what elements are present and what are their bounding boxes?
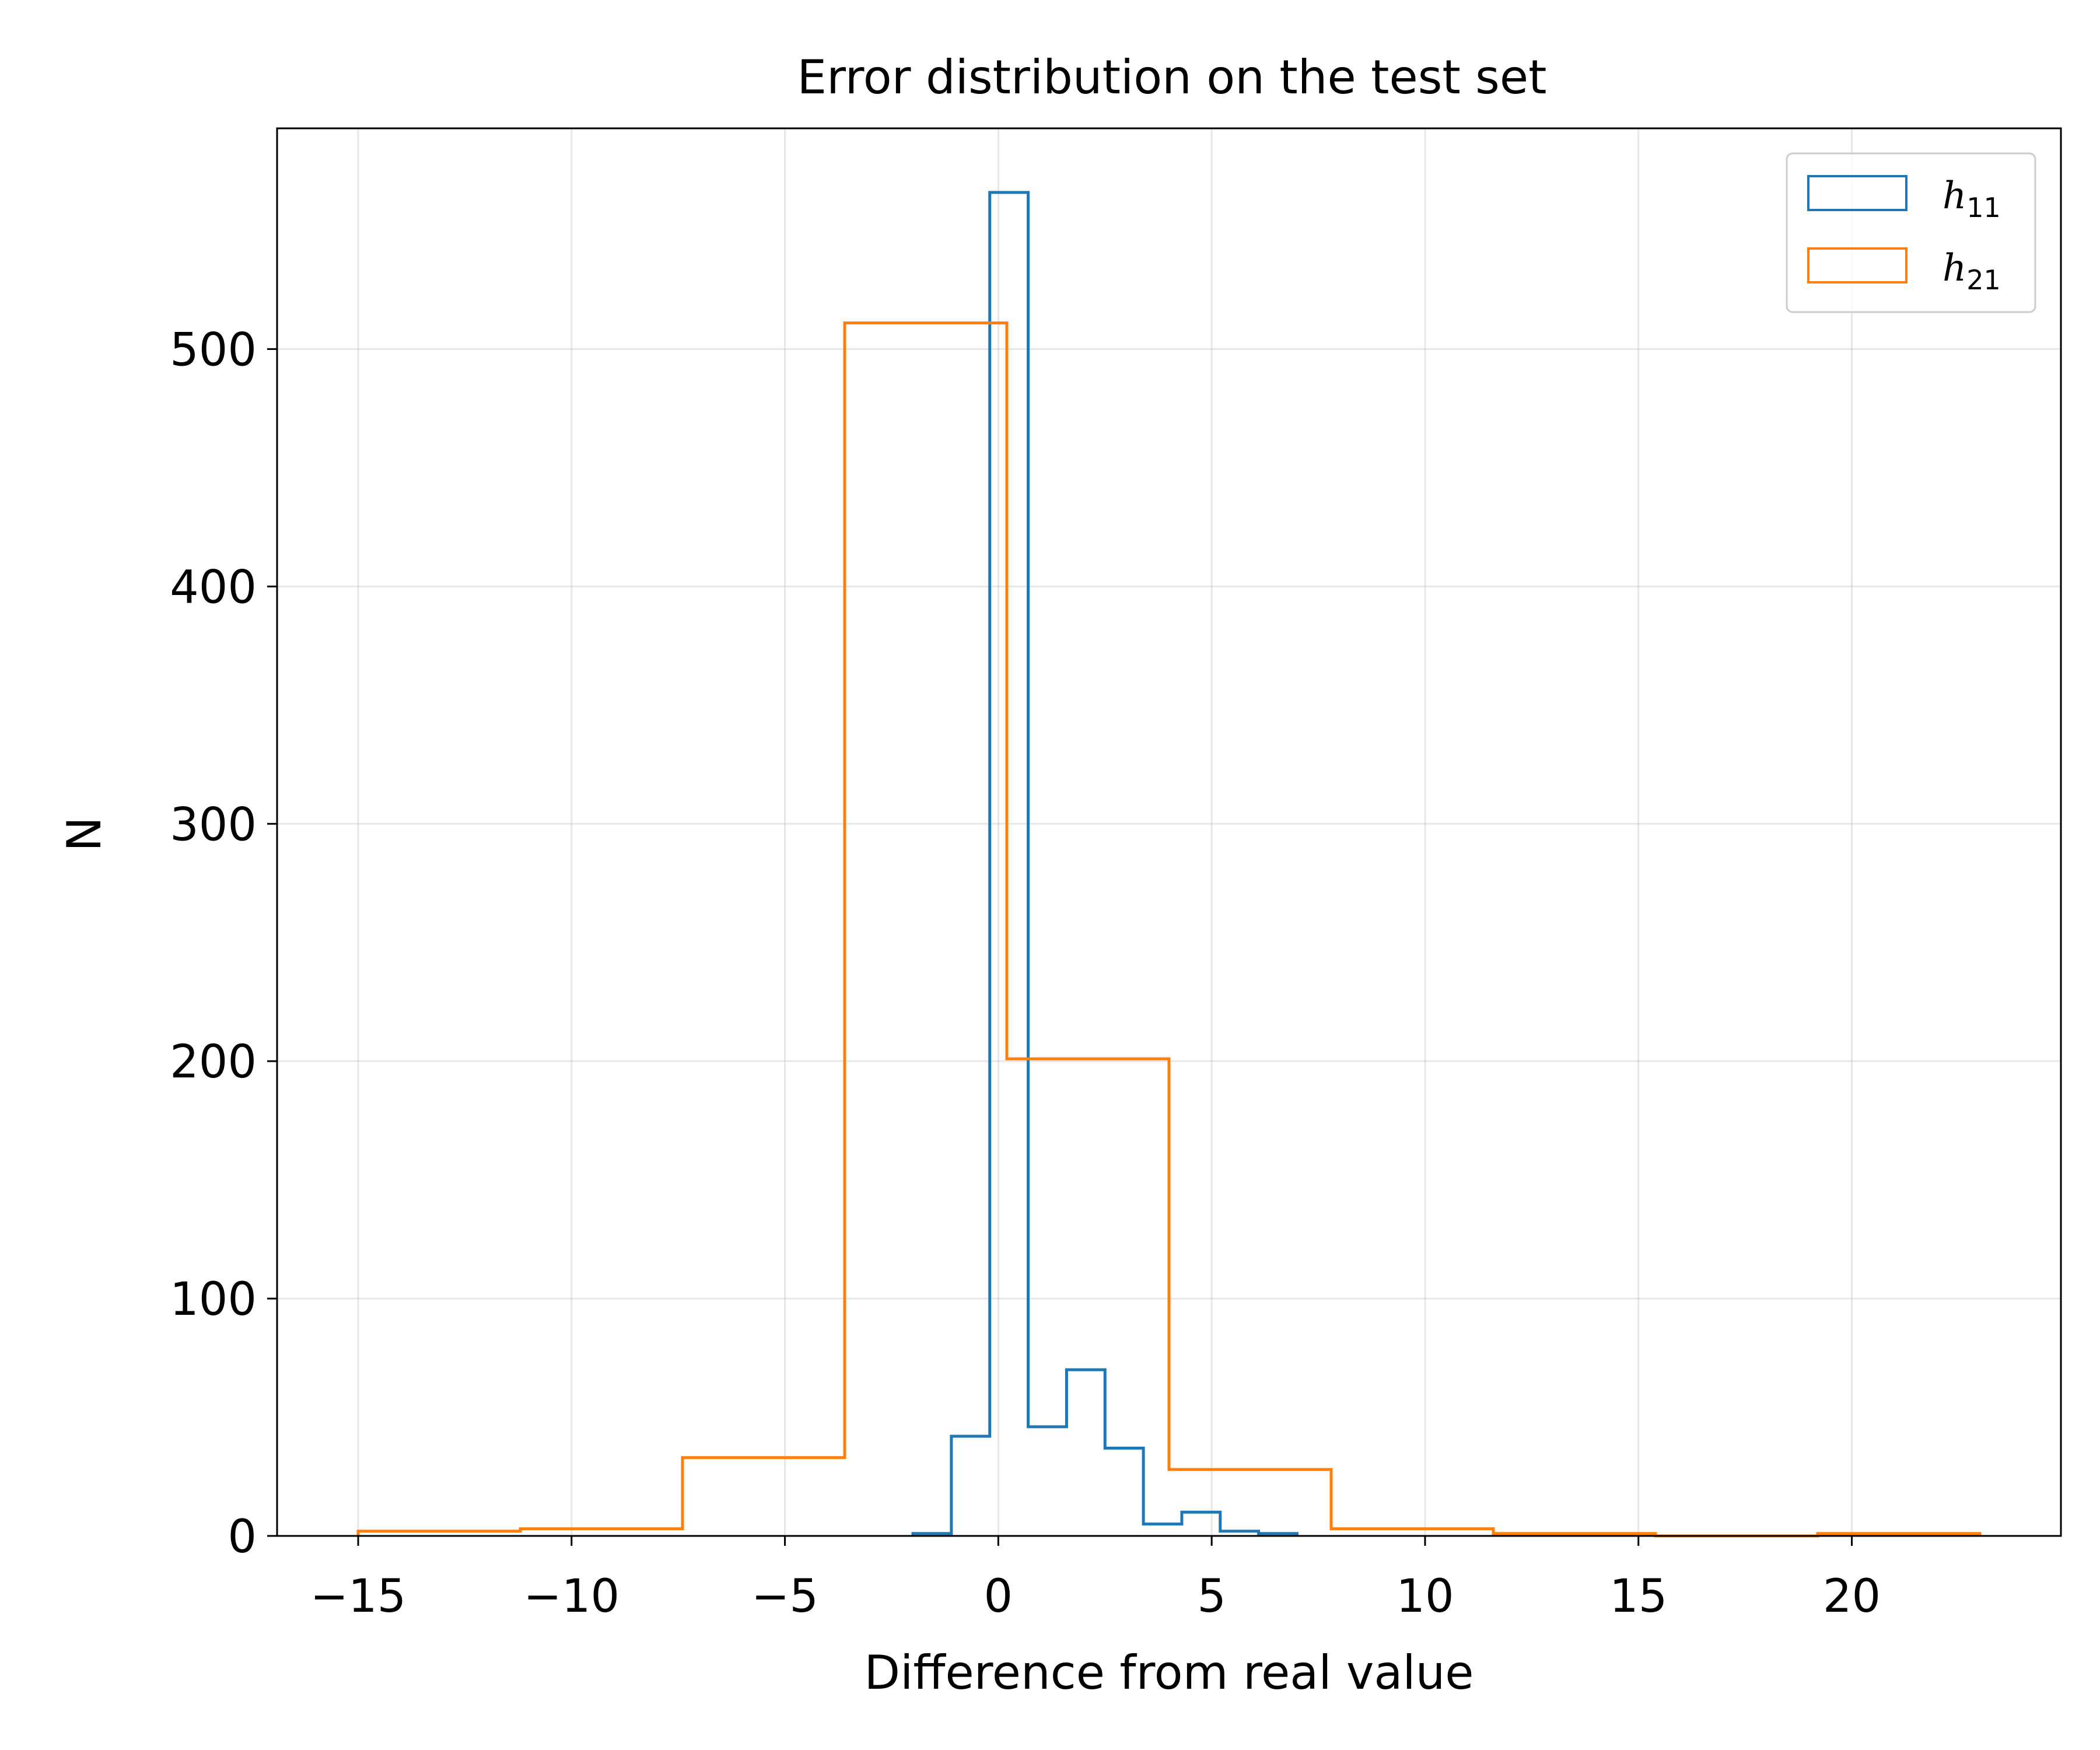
- legend-label-h21-main: h: [1943, 247, 1966, 290]
- legend-label-h21: h21: [1943, 247, 2001, 296]
- chart-title: Error distribution on the test set: [797, 50, 1547, 104]
- legend-swatch-h21: [1807, 247, 1908, 284]
- x-axis-ticks: −15 −10 −5 0 5 10 15 20: [310, 1536, 1881, 1623]
- y-tick-label: 300: [170, 799, 257, 851]
- x-tick-label: −15: [310, 1570, 407, 1623]
- y-tick-label: 0: [228, 1511, 257, 1563]
- legend-label-h11: h11: [1943, 174, 2001, 223]
- legend-box: [1786, 152, 2036, 313]
- y-tick-label: 400: [170, 561, 257, 614]
- histogram-step-h11: [911, 191, 1298, 1536]
- x-tick-label: 10: [1396, 1570, 1454, 1623]
- x-axis-label: Difference from real value: [864, 1646, 1474, 1700]
- legend-label-h11-sub: 11: [1966, 192, 2001, 223]
- x-tick-label: 0: [984, 1570, 1013, 1623]
- y-axis-label: N: [57, 817, 111, 852]
- grid-lines: [277, 128, 2061, 1537]
- y-tick-label: 500: [170, 324, 257, 376]
- x-tick-label: −5: [751, 1570, 818, 1623]
- x-tick-label: 5: [1197, 1570, 1226, 1623]
- legend: h11 h21: [1786, 152, 2036, 313]
- y-axis-ticks: 0 100 200 300 400 500: [170, 324, 277, 1563]
- x-tick-label: 15: [1609, 1570, 1667, 1623]
- y-tick-label: 200: [170, 1036, 257, 1088]
- x-tick-label: −10: [523, 1570, 620, 1623]
- legend-label-h11-main: h: [1943, 174, 1966, 218]
- legend-swatch-h11: [1807, 175, 1908, 211]
- y-tick-label: 100: [170, 1273, 257, 1326]
- x-tick-label: 20: [1823, 1570, 1881, 1623]
- legend-label-h21-sub: 21: [1966, 264, 2001, 296]
- plot-frame: [276, 127, 2062, 1537]
